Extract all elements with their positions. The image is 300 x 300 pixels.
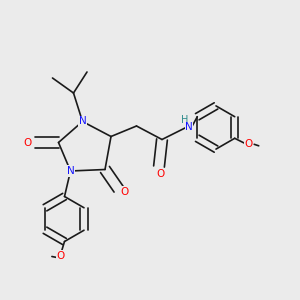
Text: N: N: [185, 122, 193, 133]
Text: O: O: [244, 139, 252, 149]
Text: O: O: [23, 137, 31, 148]
Text: N: N: [67, 166, 74, 176]
Text: H: H: [181, 115, 188, 125]
Text: O: O: [120, 187, 129, 197]
Text: O: O: [156, 169, 165, 179]
Text: O: O: [57, 251, 65, 261]
Text: N: N: [79, 116, 86, 127]
